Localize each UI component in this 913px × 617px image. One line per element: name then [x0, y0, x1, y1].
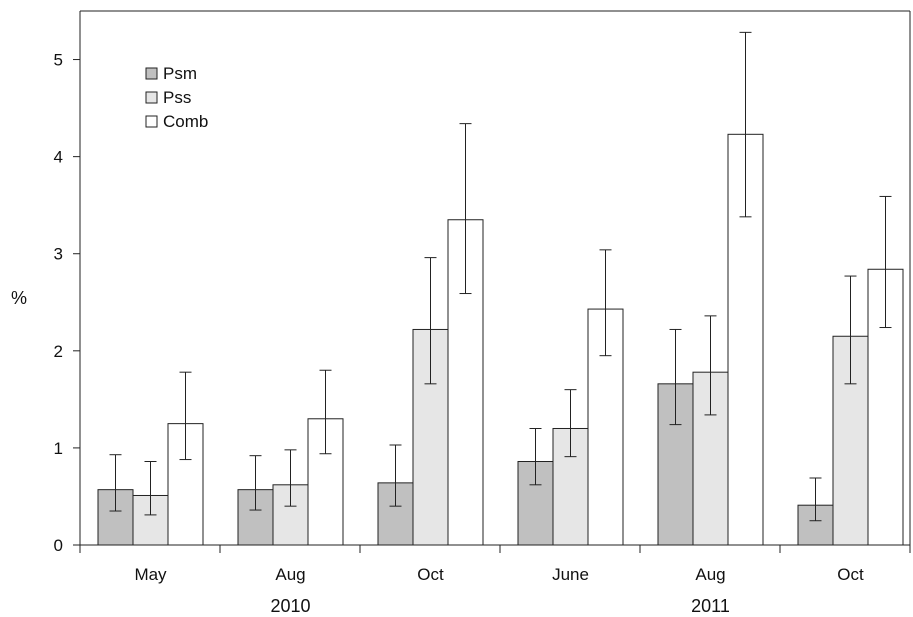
- y-tick-label: 4: [54, 148, 63, 167]
- axis-labels: 0 1 2 3 4 5% May Aug Oct June Aug Oct 2010 2011: [11, 51, 864, 616]
- error-bars: [109, 31, 892, 522]
- y-tick-label: 5: [54, 51, 63, 70]
- legend-label-pss: Pss: [163, 88, 191, 107]
- legend-swatch-psm: [145, 67, 158, 80]
- legend-label-comb: Comb: [163, 112, 208, 131]
- bars: [97, 133, 904, 546]
- x-category-label: May: [134, 565, 167, 584]
- x-group-label: 2010: [270, 596, 310, 616]
- y-tick-label: 1: [54, 439, 63, 458]
- y-tick-label: 0: [54, 536, 63, 555]
- axes: [73, 10, 911, 553]
- legend-swatch-comb: [145, 115, 158, 128]
- legend: Psm Pss Comb: [145, 64, 208, 131]
- x-category-label: Aug: [275, 565, 305, 584]
- legend-label-psm: Psm: [163, 64, 197, 83]
- x-category-label: June: [552, 565, 589, 584]
- y-tick-label: 3: [54, 245, 63, 264]
- x-category-label: Aug: [695, 565, 725, 584]
- x-group-label: 2011: [691, 596, 730, 616]
- y-axis-label: %: [11, 288, 27, 308]
- y-tick-label: 2: [54, 342, 63, 361]
- x-category-label: Oct: [417, 565, 444, 584]
- x-category-label: Oct: [837, 565, 864, 584]
- legend-swatch-pss: [145, 91, 158, 104]
